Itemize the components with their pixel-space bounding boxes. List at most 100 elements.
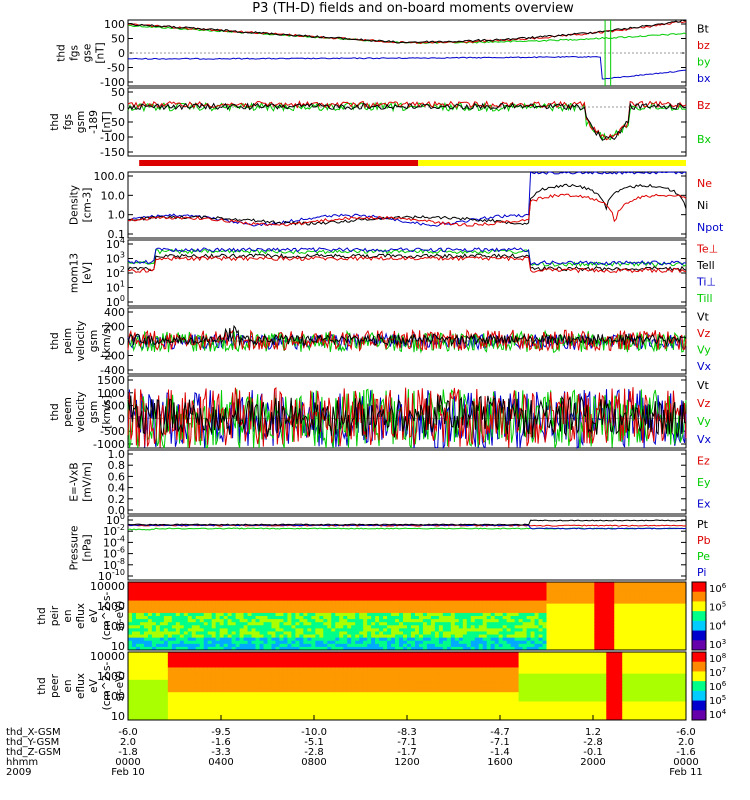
spectrogram-cell (275, 640, 280, 645)
spectrogram-cell (339, 689, 344, 693)
spectrogram-cell (351, 600, 356, 605)
spectrogram-cell (534, 646, 540, 651)
spectrogram-cell (662, 616, 667, 620)
spectrogram-cell (299, 676, 304, 681)
spectrogram-cell (391, 646, 396, 651)
spectrogram-cell (498, 606, 504, 611)
spectrogram-cell (506, 606, 512, 611)
spectrogram-cell (267, 634, 272, 639)
spectrogram-cell (263, 667, 268, 672)
spectrogram-cell (311, 625, 316, 629)
spectrogram-cell (594, 585, 599, 589)
spectrogram-cell (391, 658, 396, 662)
spectrogram-cell (195, 625, 201, 629)
spectrogram-cell (614, 628, 619, 632)
spectrogram-cell (367, 667, 372, 672)
spectrogram-cell (259, 686, 265, 690)
spectrogram-cell (263, 679, 268, 684)
spectrogram-cell (367, 612, 372, 617)
spectrogram-cell (323, 679, 328, 684)
spectrogram-cell (151, 622, 157, 626)
spectrogram-cell (147, 652, 153, 656)
spectrogram-cell (363, 658, 368, 662)
spectrogram-cell (335, 670, 340, 675)
spectrogram-cell (195, 646, 201, 651)
spectrogram-cell (347, 670, 352, 675)
spectrogram-cell (534, 634, 540, 639)
spectrogram-cell (259, 661, 265, 665)
spectrogram-cell (395, 716, 400, 721)
y-axis-label: [nT] (95, 42, 107, 63)
spectrogram-cell (128, 582, 133, 586)
spectrogram-cell (399, 676, 404, 681)
spectrogram-cell (219, 707, 225, 712)
spectrogram-cell (128, 713, 133, 718)
spectrogram-cell (335, 603, 340, 608)
spectrogram-cell (414, 655, 420, 659)
spectrogram-cell (227, 631, 233, 636)
spectrogram-cell (295, 664, 300, 668)
spectrogram-cell (299, 692, 304, 696)
spectrogram-cell (131, 682, 137, 687)
spectrogram-cell (490, 619, 496, 623)
spectrogram-cell (327, 591, 332, 595)
spectrogram-cell (215, 594, 221, 598)
spectrogram-cell (263, 600, 268, 605)
spectrogram-cell (363, 704, 368, 709)
spectrogram-cell (474, 616, 480, 620)
spectrogram-cell (195, 698, 201, 702)
spectrogram-cell (383, 597, 388, 602)
spectrogram-cell (303, 670, 308, 675)
spectrogram-cell (410, 606, 416, 611)
spectrogram-cell (163, 698, 169, 702)
spectrogram-cell (247, 682, 253, 687)
y-tick-label: 0.4 (108, 482, 126, 495)
spectrogram-cell (347, 716, 352, 721)
spectrogram-cell (283, 628, 288, 632)
spectrogram-cell (442, 622, 448, 626)
spectrogram-cell (399, 689, 404, 693)
spectrogram-cell (231, 682, 237, 687)
spectrogram-cell (490, 597, 496, 602)
spectrogram-cell (430, 612, 436, 617)
spectrogram-cell (434, 637, 440, 642)
spectrogram-cell (486, 637, 492, 642)
spectrogram-cell (670, 588, 675, 592)
spectrogram-cell (167, 637, 173, 642)
spectrogram-cell (131, 603, 137, 608)
spectrogram-cell (187, 609, 193, 614)
spectrogram-cell (251, 692, 257, 696)
spectrogram-cell (383, 612, 388, 617)
spectrogram-cell (403, 643, 408, 648)
spectrogram-cell (275, 679, 280, 684)
spectrogram-cell (283, 701, 288, 706)
spectrogram-cell (203, 698, 209, 702)
spectrogram-cell (442, 609, 448, 614)
spectrogram-cell (211, 673, 217, 678)
spectrogram-cell (275, 655, 280, 659)
spectrogram-cell (566, 603, 571, 608)
spectrogram-cell (163, 661, 169, 665)
spectrogram-cell (167, 643, 173, 648)
spectrogram-cell (183, 597, 189, 602)
spectrogram-cell (307, 682, 312, 687)
spectrogram-cell (251, 612, 257, 617)
spectrogram-cell (594, 582, 599, 586)
spectrogram-cell (407, 704, 412, 709)
spectrogram-cell (602, 643, 607, 648)
spectrogram-cell (279, 619, 284, 623)
spectrogram-cell (159, 707, 165, 712)
spectrogram-cell (227, 585, 233, 589)
spectrogram-cell (128, 667, 133, 672)
spectrogram-cell (139, 670, 145, 675)
spectrogram-cell (562, 619, 567, 623)
spectrogram-cell (323, 646, 328, 651)
spectrogram-cell (131, 695, 137, 699)
spectrogram-cell (155, 695, 161, 699)
spectrogram-cell (410, 673, 416, 678)
spectrogram-cell (299, 628, 304, 632)
spectrogram-cell (642, 631, 647, 636)
spectrogram-cell (219, 585, 225, 589)
spectrogram-cell (339, 704, 344, 709)
spectrogram-cell (303, 643, 308, 648)
